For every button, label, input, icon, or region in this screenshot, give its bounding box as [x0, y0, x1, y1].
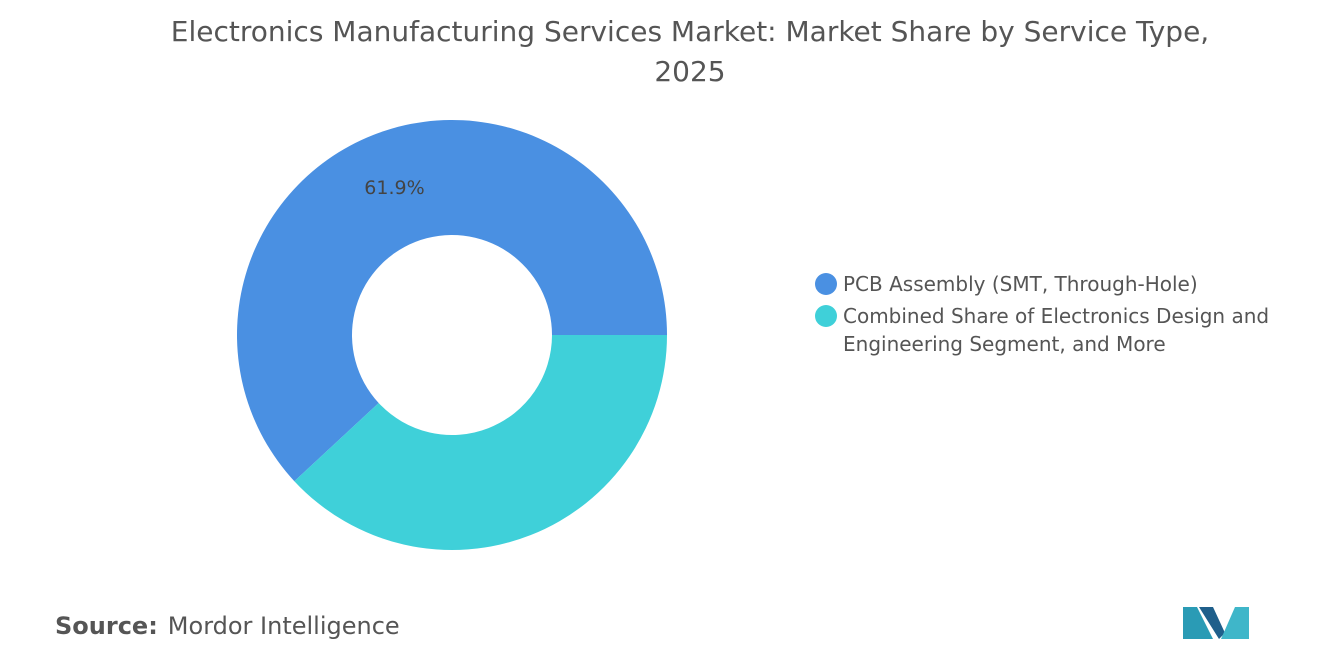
chart-title: Electronics Manufacturing Services Marke… [170, 15, 1210, 88]
legend-label: Combined Share of Electronics Design and… [843, 304, 1270, 356]
source-text: Mordor Intelligence [167, 612, 400, 640]
legend: PCB Assembly (SMT, Through-Hole) Combined… [815, 270, 1285, 362]
source: Source: Mordor Intelligence [55, 612, 400, 640]
legend-swatch [815, 273, 837, 295]
legend-item: PCB Assembly (SMT, Through-Hole) [815, 270, 1285, 298]
donut-slice [237, 120, 667, 482]
legend-item: Combined Share of Electronics Design and… [815, 302, 1285, 358]
source-label: Source: [55, 612, 158, 640]
legend-label: PCB Assembly (SMT, Through-Hole) [843, 272, 1198, 296]
value-label: 61.9% [364, 177, 424, 199]
legend-swatch [815, 305, 837, 327]
logo [1183, 607, 1249, 639]
donut-slice [294, 335, 667, 551]
